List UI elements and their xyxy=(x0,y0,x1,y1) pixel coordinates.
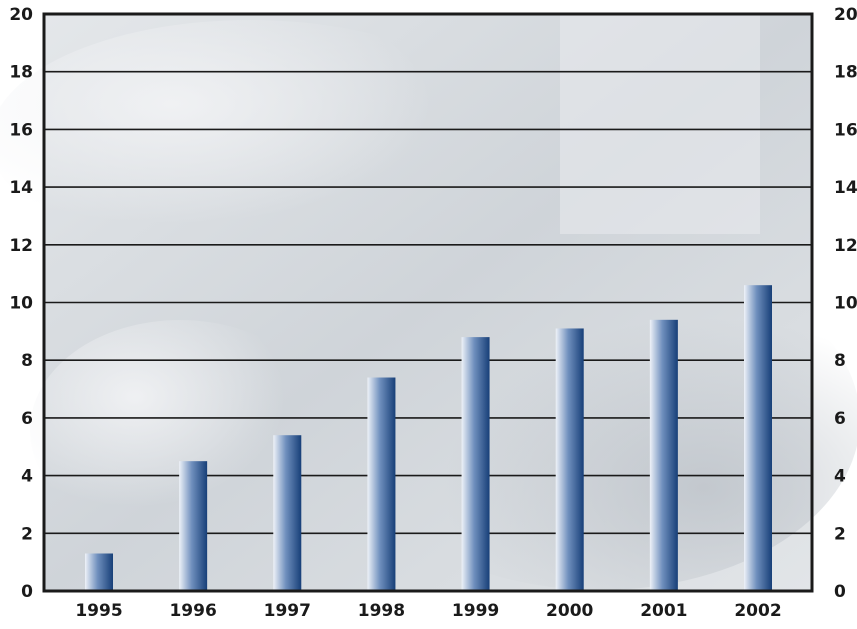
bar-1997 xyxy=(273,435,302,591)
x-tick-label: 1995 xyxy=(75,601,122,621)
y-tick-label-left: 16 xyxy=(9,120,33,140)
plot-frame xyxy=(42,12,814,593)
y-tick-label-right: 12 xyxy=(834,236,857,256)
y-tick-label-right: 2 xyxy=(834,524,846,544)
y-tick-label-right: 4 xyxy=(834,467,846,487)
bar-1998 xyxy=(367,377,396,591)
y-tick-label-left: 4 xyxy=(21,467,33,487)
y-axis-left: 0 2 4 6 8 10 12 14 16 18 20 xyxy=(9,5,33,602)
x-tick-label: 1998 xyxy=(358,601,405,621)
grid-lines xyxy=(44,70,812,535)
y-tick-label-left: 10 xyxy=(9,294,33,314)
y-tick-label-left: 2 xyxy=(21,524,33,544)
x-axis: 1995 1996 1997 1998 1999 2000 2001 2002 xyxy=(75,601,781,621)
y-tick-label-left: 20 xyxy=(9,5,33,25)
y-tick-label-right: 14 xyxy=(834,178,857,198)
bar-2002 xyxy=(744,285,772,591)
y-tick-label-right: 6 xyxy=(834,409,846,429)
bar-2000 xyxy=(555,328,584,591)
x-tick-label: 2001 xyxy=(640,601,687,621)
y-tick-label-left: 14 xyxy=(9,178,33,198)
y-tick-label-right: 10 xyxy=(834,294,857,314)
y-tick-label-left: 6 xyxy=(21,409,33,429)
bar-1995 xyxy=(85,553,113,591)
x-tick-label: 2000 xyxy=(546,601,593,621)
x-tick-label: 1996 xyxy=(169,601,216,621)
bars xyxy=(85,285,772,591)
x-tick-label: 1999 xyxy=(452,601,499,621)
y-tick-label-left: 8 xyxy=(21,351,33,371)
y-tick-label-right: 18 xyxy=(834,63,857,83)
bar-2001 xyxy=(649,319,678,591)
y-tick-label-right: 20 xyxy=(834,5,857,25)
y-axis-right: 0 2 4 6 8 10 12 14 16 18 20 xyxy=(834,5,857,602)
y-tick-label-left: 12 xyxy=(9,236,33,256)
x-tick-label: 1997 xyxy=(264,601,311,621)
y-tick-label-right: 16 xyxy=(834,120,857,140)
y-tick-label-left: 18 xyxy=(9,63,33,83)
y-tick-label-left: 0 xyxy=(21,582,33,602)
bar-1996 xyxy=(179,461,208,591)
y-tick-label-right: 0 xyxy=(834,582,846,602)
y-tick-label-right: 8 xyxy=(834,351,846,371)
x-tick-label: 2002 xyxy=(734,601,781,621)
bar-1999 xyxy=(461,337,490,591)
